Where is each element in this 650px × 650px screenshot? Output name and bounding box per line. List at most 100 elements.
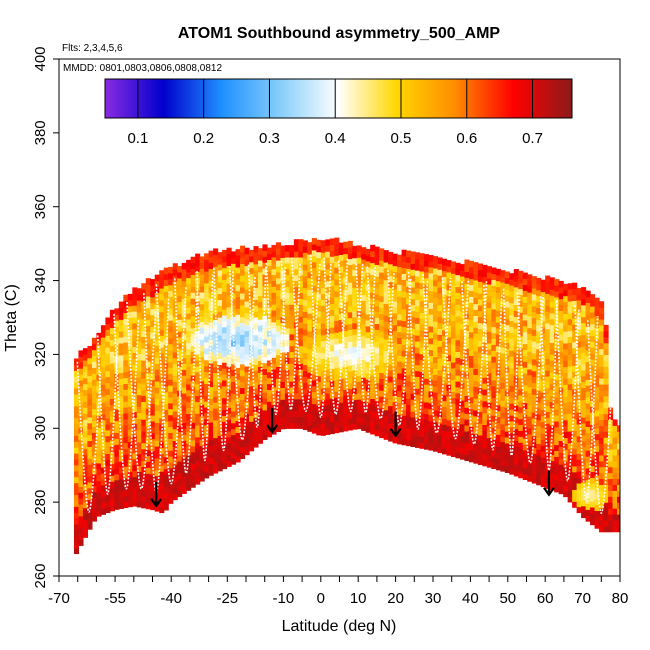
heatmap-cell <box>504 366 510 373</box>
heatmap-cell <box>226 277 232 284</box>
heatmap-cell <box>486 372 492 380</box>
heatmap-cell <box>132 370 138 377</box>
heatmap-cell <box>105 400 111 407</box>
heatmap-cell <box>594 492 600 500</box>
heatmap-cell <box>293 310 299 317</box>
flight-trace <box>586 320 616 515</box>
heatmap-cell <box>581 375 587 383</box>
heatmap-cell <box>132 375 138 383</box>
heatmap-cell <box>383 433 389 440</box>
heatmap-cell <box>406 274 412 281</box>
heatmap-cell <box>545 322 551 330</box>
heatmap-cell <box>91 450 97 457</box>
heatmap-cell <box>307 336 313 344</box>
heatmap-cell <box>257 378 264 385</box>
heatmap-cell <box>450 314 457 322</box>
heatmap-cell <box>325 369 331 376</box>
heatmap-cell <box>87 369 93 377</box>
heatmap-cell <box>262 350 268 358</box>
colorbar-ticks: 0.1 0.2 0.3 0.4 0.5 0.6 0.7 <box>127 79 543 147</box>
heatmap-cell <box>388 387 394 395</box>
heatmap-cell <box>141 283 147 290</box>
heatmap-cell <box>136 335 142 343</box>
heatmap-cell <box>567 430 573 438</box>
heatmap-cell <box>320 370 326 377</box>
heatmap-cell <box>302 346 308 354</box>
heatmap-cell <box>540 362 546 369</box>
heatmap-cell <box>590 447 596 455</box>
heatmap-cell <box>132 470 138 478</box>
heatmap-cell <box>383 332 389 340</box>
heatmap-cell <box>132 334 138 342</box>
heatmap-cell <box>599 318 605 326</box>
heatmap-cell <box>163 468 169 476</box>
heatmap-cell <box>446 277 452 285</box>
heatmap-cell <box>105 382 111 389</box>
heatmap-cell <box>361 347 367 355</box>
heatmap-cell <box>518 318 524 325</box>
heatmap-cell <box>320 263 326 271</box>
heatmap-cell <box>181 345 187 353</box>
heatmap-cell <box>468 284 474 291</box>
heatmap-cell <box>365 361 371 368</box>
heatmap-cell <box>370 256 376 264</box>
heatmap-cell <box>222 332 228 340</box>
heatmap-cell <box>433 273 439 281</box>
heatmap-cell <box>186 372 192 379</box>
heatmap-cell <box>410 434 416 442</box>
heatmap-cell <box>100 342 106 350</box>
heatmap-cell <box>266 430 273 438</box>
heatmap-cell <box>334 243 340 251</box>
heatmap-cell <box>446 348 452 356</box>
heatmap-cell <box>316 292 322 300</box>
heatmap-cell <box>78 509 84 517</box>
heatmap-cell <box>293 363 299 370</box>
heatmap-cell <box>127 459 133 466</box>
heatmap-cell <box>100 419 106 427</box>
heatmap-cell <box>87 405 93 412</box>
heatmap-cell <box>356 304 362 312</box>
heatmap-cell <box>401 356 407 363</box>
heatmap-cell <box>536 472 542 480</box>
heatmap-cell <box>244 253 250 261</box>
heatmap-cell <box>397 278 403 285</box>
heatmap-cell <box>127 494 133 502</box>
heatmap-cell <box>585 456 591 463</box>
heatmap-cell <box>257 431 264 438</box>
heatmap-cell <box>509 332 515 339</box>
heatmap-cell <box>78 350 84 357</box>
heatmap-cell <box>446 419 452 427</box>
heatmap-cell <box>437 281 443 288</box>
heatmap-cell <box>545 399 551 407</box>
heatmap-cell <box>73 399 80 407</box>
heatmap-cell <box>450 344 457 351</box>
heatmap-cell <box>190 457 196 465</box>
heatmap-cell <box>464 271 470 278</box>
heatmap-cell <box>78 492 84 499</box>
heatmap-cell <box>226 283 232 290</box>
heatmap-cell <box>594 433 600 441</box>
heatmap-cell <box>513 339 519 347</box>
heatmap-cell <box>486 413 492 421</box>
heatmap-cell <box>213 372 219 380</box>
heatmap-cell <box>459 435 466 442</box>
heatmap-cell <box>91 479 97 487</box>
heatmap-cell <box>554 350 560 357</box>
heatmap-cell <box>433 386 439 393</box>
heatmap-cell <box>235 438 241 445</box>
heatmap-cell <box>266 294 273 302</box>
heatmap-cell <box>150 456 156 463</box>
heatmap-cell <box>383 279 389 287</box>
heatmap-cell <box>325 333 331 341</box>
heatmap-cell <box>181 428 187 435</box>
heatmap-cell <box>235 284 241 292</box>
heatmap-cell <box>581 411 587 418</box>
heatmap-cell <box>468 444 474 451</box>
heatmap-cell <box>329 303 335 310</box>
heatmap-cell <box>401 397 407 404</box>
heatmap-cell <box>311 373 317 381</box>
heatmap-cell <box>540 321 546 328</box>
heatmap-cell <box>141 490 147 497</box>
heatmap-cell <box>177 431 183 438</box>
heatmap-cell <box>231 357 237 365</box>
